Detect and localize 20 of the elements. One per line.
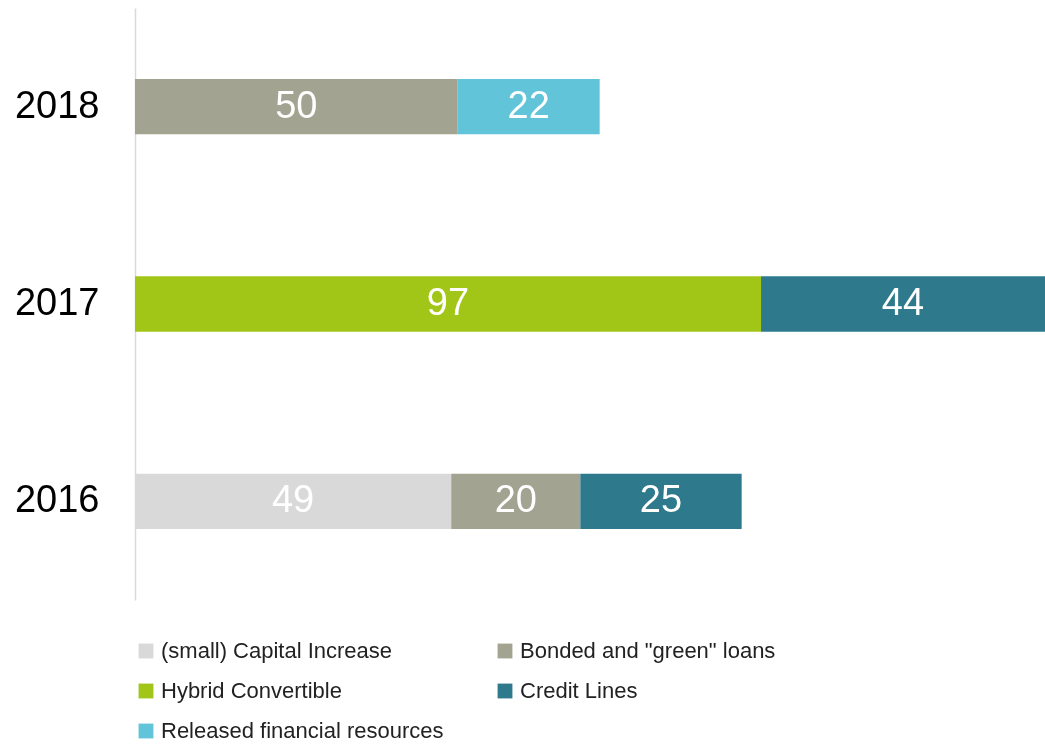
y-tick-label: 2016 xyxy=(14,478,100,521)
bar xyxy=(451,473,581,529)
bar xyxy=(580,473,742,529)
legend-label: Hybrid Convertible xyxy=(161,678,342,703)
data-label: 25 xyxy=(639,478,683,521)
bar xyxy=(761,276,1045,332)
legend-label: (small) Capital Increase xyxy=(161,638,393,663)
data-label: 22 xyxy=(507,83,550,126)
bar xyxy=(135,79,458,135)
y-tick-label: 2017 xyxy=(14,281,100,323)
y-tick-label: 2018 xyxy=(14,83,100,126)
data-label: 20 xyxy=(494,478,537,521)
data-label: 44 xyxy=(881,281,925,323)
data-label: 97 xyxy=(426,281,470,323)
legend-label: Released financial resources xyxy=(161,718,444,743)
legend-label: Credit Lines xyxy=(520,678,638,703)
bar xyxy=(457,79,600,135)
data-label: 50 xyxy=(275,83,318,126)
legend-label: Bonded and "green" loans xyxy=(520,638,776,663)
bar xyxy=(135,276,762,332)
